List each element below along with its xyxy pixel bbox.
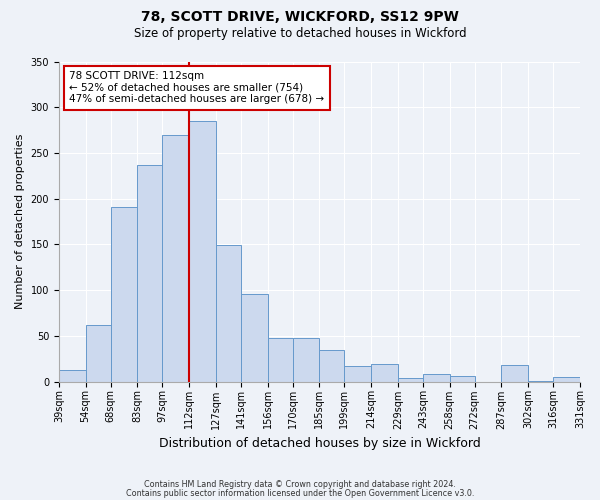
Text: 78 SCOTT DRIVE: 112sqm
← 52% of detached houses are smaller (754)
47% of semi-de: 78 SCOTT DRIVE: 112sqm ← 52% of detached…: [70, 71, 325, 104]
Bar: [344, 366, 371, 382]
Bar: [110, 207, 137, 382]
Bar: [553, 377, 580, 382]
Bar: [241, 294, 268, 382]
Bar: [450, 376, 475, 382]
Text: 78, SCOTT DRIVE, WICKFORD, SS12 9PW: 78, SCOTT DRIVE, WICKFORD, SS12 9PW: [141, 10, 459, 24]
Text: Contains HM Land Registry data © Crown copyright and database right 2024.: Contains HM Land Registry data © Crown c…: [144, 480, 456, 489]
Bar: [528, 380, 553, 382]
Y-axis label: Number of detached properties: Number of detached properties: [15, 134, 25, 309]
Bar: [268, 338, 293, 382]
Text: Size of property relative to detached houses in Wickford: Size of property relative to detached ho…: [134, 28, 466, 40]
Bar: [86, 325, 110, 382]
Bar: [371, 364, 398, 382]
Bar: [216, 246, 241, 382]
Text: Contains public sector information licensed under the Open Government Licence v3: Contains public sector information licen…: [126, 488, 474, 498]
Bar: [59, 370, 86, 382]
Bar: [293, 338, 319, 382]
Bar: [423, 374, 450, 382]
Bar: [398, 378, 423, 382]
Bar: [189, 121, 216, 382]
Bar: [319, 350, 344, 382]
Bar: [137, 165, 163, 382]
Bar: [502, 365, 528, 382]
Bar: [163, 134, 189, 382]
X-axis label: Distribution of detached houses by size in Wickford: Distribution of detached houses by size …: [158, 437, 481, 450]
